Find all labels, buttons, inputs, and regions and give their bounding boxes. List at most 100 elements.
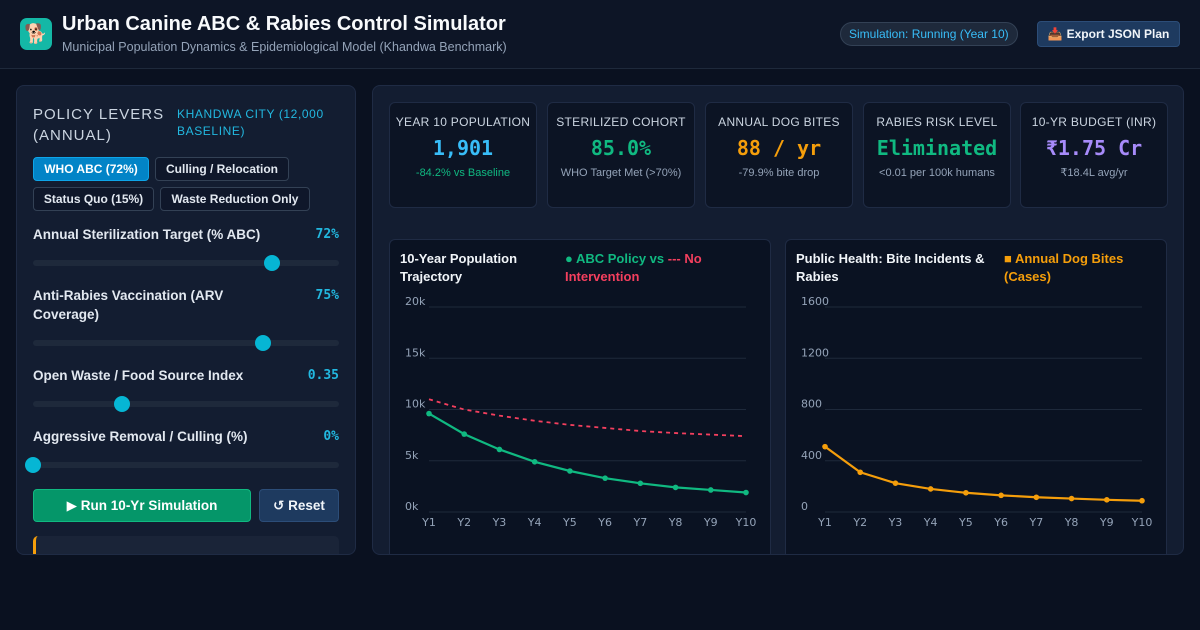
kpi-card-rabies-risk: RABIES RISK LEVEL Eliminated <0.01 per 1… xyxy=(863,102,1011,208)
kpi-sub: ₹18.4L avg/yr xyxy=(1060,167,1128,179)
simulation-status-badge: Simulation: Running (Year 10) xyxy=(840,22,1018,46)
kpi-value: 85.0% xyxy=(590,136,652,160)
population-data-point xyxy=(602,475,608,481)
results-panel: YEAR 10 POPULATION 1,901 -84.2% vs Basel… xyxy=(372,85,1184,555)
population-x-tick-label: Y5 xyxy=(562,516,577,529)
bites-chart: 0 400 800 1200 1600 Y1 Y2 Y3 Y4 Y5 Y6 Y7 Y8 Y9 Y10 xyxy=(801,295,1153,529)
legend-abc-policy: ● ABC Policy vs xyxy=(565,251,668,266)
waste-index-thumb[interactable] xyxy=(113,396,130,412)
population-x-tick-label: Y7 xyxy=(632,516,647,529)
alert-strip xyxy=(33,536,339,554)
arv-coverage-thumb[interactable] xyxy=(254,335,271,351)
kpi-sub: <0.01 per 100k humans xyxy=(879,167,995,179)
kpi-value: ₹1.75 Cr xyxy=(1045,136,1143,160)
sterilization-target-label: Annual Sterilization Target (% ABC) xyxy=(33,227,261,242)
bites-y-tick-label: 1600 xyxy=(801,295,829,308)
bites-data-point xyxy=(998,492,1004,499)
bites-data-point xyxy=(1103,497,1110,503)
kpi-label: RABIES RISK LEVEL xyxy=(876,115,998,129)
kpi-value: 88 / yr xyxy=(736,136,822,160)
population-chart-title: 10-Year Population Trajectory xyxy=(400,251,518,284)
kpi-sub: WHO Target Met (>70%) xyxy=(560,167,682,179)
kpi-value: Eliminated xyxy=(876,136,998,160)
sterilization-target-thumb[interactable] xyxy=(263,255,280,271)
population-data-point xyxy=(637,480,644,487)
legend-no-intervention: --- No Intervention xyxy=(565,251,702,284)
bites-data-point xyxy=(1068,495,1075,502)
population-x-tick-label: Y2 xyxy=(456,516,471,529)
kpi-label: 10-YR BUDGET (INR) xyxy=(1031,115,1157,129)
population-x-tick-label: Y1 xyxy=(421,516,436,529)
population-x-tick-label: Y9 xyxy=(703,516,718,529)
kpi-sub: -79.9% bite drop xyxy=(738,167,820,179)
population-chart-card: 10-Year Population Trajectory ● ABC Poli… xyxy=(389,239,771,554)
population-y-tick-label: 5k xyxy=(405,449,419,462)
population-series-line-1 xyxy=(428,398,747,438)
kpi-sub: -84.2% vs Baseline xyxy=(415,167,511,179)
population-x-tick-label: Y6 xyxy=(597,516,612,529)
bites-x-tick-label: Y8 xyxy=(1064,516,1079,529)
app-subtitle: Municipal Population Dynamics & Epidemio… xyxy=(62,40,507,54)
bites-data-point xyxy=(963,489,969,496)
bites-data-point xyxy=(1033,494,1040,501)
population-data-point xyxy=(567,468,573,474)
waste-index-label: Open Waste / Food Source Index xyxy=(33,368,244,383)
run-simulation-button[interactable]: ▶ Run 10-Yr Simulation xyxy=(33,489,251,522)
city-baseline-label: KHANDWA CITY (12,000 BASELINE) xyxy=(177,107,324,138)
kpi-label: YEAR 10 POPULATION xyxy=(395,115,531,129)
culling-slider[interactable] xyxy=(25,457,339,473)
kpi-value: 1,901 xyxy=(432,136,494,160)
kpi-card-bites: ANNUAL DOG BITES 88 / yr -79.9% bite dro… xyxy=(705,102,853,208)
population-data-point xyxy=(461,431,468,437)
policy-levers-title: POLICY LEVERS (ANNUAL) xyxy=(33,106,165,144)
export-json-label: Export JSON Plan xyxy=(1066,27,1170,41)
population-chart: 0k 5k 10k 15k 20k Y1 Y2 Y3 Y4 Y5 Y6 Y7 Y8 Y9 Y10 xyxy=(405,295,757,529)
culling-thumb[interactable] xyxy=(25,457,41,473)
culling-label: Aggressive Removal / Culling (%) xyxy=(33,429,248,444)
population-y-tick-label: 0k xyxy=(405,500,419,513)
culling-value: 0% xyxy=(323,429,339,444)
bites-data-point xyxy=(822,443,828,450)
bites-x-tick-label: Y10 xyxy=(1131,516,1153,529)
population-data-point xyxy=(531,458,538,465)
app-header: 🐕 Urban Canine ABC & Rabies Control Simu… xyxy=(0,0,1200,69)
bites-x-tick-label: Y6 xyxy=(993,516,1008,529)
reset-button[interactable]: ↺ Reset xyxy=(259,489,339,522)
population-y-tick-label: 10k xyxy=(405,398,426,411)
bites-data-point xyxy=(892,480,899,486)
sterilization-target-slider[interactable] xyxy=(33,255,339,271)
inbox-tray-icon: 📥 xyxy=(1047,27,1063,41)
preset-waste-reduction[interactable]: Waste Reduction Only xyxy=(160,187,310,211)
kpi-card-sterilized: STERILIZED COHORT 85.0% WHO Target Met (… xyxy=(547,102,695,208)
bites-x-tick-label: Y1 xyxy=(817,516,832,529)
population-data-point xyxy=(672,484,679,491)
kpi-card-budget: 10-YR BUDGET (INR) ₹1.75 Cr ₹18.4L avg/y… xyxy=(1020,102,1168,208)
bites-series-line-0 xyxy=(824,445,1143,502)
bites-y-tick-label: 400 xyxy=(801,449,822,462)
population-data-point xyxy=(496,446,503,453)
bites-x-tick-label: Y2 xyxy=(852,516,867,529)
bites-x-tick-label: Y3 xyxy=(888,516,903,529)
app-title: Urban Canine ABC & Rabies Control Simula… xyxy=(62,13,506,35)
preset-culling-relocation[interactable]: Culling / Relocation xyxy=(155,157,289,181)
kpi-card-population: YEAR 10 POPULATION 1,901 -84.2% vs Basel… xyxy=(389,102,537,208)
sterilization-target-value: 72% xyxy=(315,227,339,242)
population-series-line-0 xyxy=(428,412,747,494)
bites-data-point xyxy=(927,486,934,492)
population-data-point xyxy=(743,489,749,496)
population-x-tick-label: Y8 xyxy=(668,516,683,529)
preset-who-abc[interactable]: WHO ABC (72%) xyxy=(33,157,149,181)
bites-chart-card: Public Health: Bite Incidents & Rabies ■… xyxy=(785,239,1167,554)
bites-y-tick-label: 800 xyxy=(801,398,822,411)
arv-coverage-slider[interactable] xyxy=(33,335,339,351)
population-y-tick-label: 20k xyxy=(405,295,426,308)
population-x-tick-label: Y10 xyxy=(735,516,757,529)
export-json-button[interactable]: 📥 Export JSON Plan xyxy=(1037,21,1180,47)
population-data-point xyxy=(707,487,714,493)
waste-index-value: 0.35 xyxy=(307,368,339,383)
bites-chart-title: Public Health: Bite Incidents & Rabies xyxy=(796,251,985,284)
bites-y-tick-label: 1200 xyxy=(801,346,829,359)
preset-status-quo[interactable]: Status Quo (15%) xyxy=(33,187,154,211)
bites-x-tick-label: Y9 xyxy=(1099,516,1114,529)
waste-index-slider[interactable] xyxy=(33,396,339,412)
